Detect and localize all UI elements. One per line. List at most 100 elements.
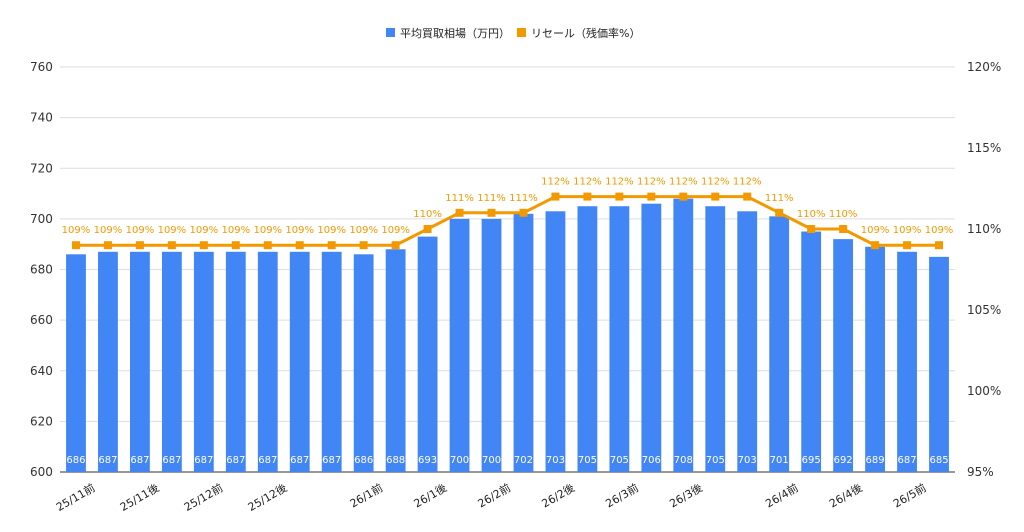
bar-value-label: 687	[130, 455, 149, 466]
line-point	[391, 241, 400, 250]
line-point-label: 109%	[222, 225, 251, 236]
legend-label-line: リセール（残価率%）	[531, 26, 640, 40]
x-axis-tick-label: 26/1前	[347, 480, 385, 510]
line-point	[167, 241, 176, 250]
line-series: 109% 109% 109% 109% 109% 109% 109% 109% 109% 109%…	[62, 177, 954, 250]
bar	[737, 211, 758, 472]
x-axis-tick-label: 26/2後	[539, 480, 577, 510]
bar	[929, 256, 949, 472]
bar-value-label: 692	[834, 455, 853, 466]
left-axis-tick-label: 600	[30, 465, 53, 479]
x-axis-tick-label: 26/4後	[827, 480, 865, 510]
bar-value-label: 687	[322, 455, 341, 466]
bar-value-label: 687	[898, 455, 917, 466]
x-axis-tick-label: 25/12前	[181, 480, 225, 513]
line-point	[903, 241, 912, 250]
line-point-label: 109%	[349, 225, 378, 236]
left-axis-tick-label: 640	[30, 364, 53, 378]
line-point	[807, 225, 816, 233]
right-axis-tick-label: 110%	[967, 222, 1001, 236]
bar-value-label: 687	[258, 455, 277, 466]
x-axis-tick-label: 26/3前	[603, 480, 641, 510]
line-point	[711, 192, 720, 201]
line-point-label: 109%	[925, 225, 954, 236]
line-point-label: 109%	[285, 225, 314, 236]
bar-value-label: 686	[66, 455, 85, 466]
legend-label-bar: 平均買取相場（万円）	[400, 27, 510, 40]
line-point	[231, 241, 240, 250]
x-axis-tick-label: 26/3後	[667, 480, 705, 510]
bar	[609, 206, 630, 472]
line-point-label: 109%	[190, 225, 219, 236]
x-axis-tick-label: 26/2前	[475, 480, 513, 510]
line-point	[871, 241, 880, 250]
bar-value-label: 705	[706, 455, 725, 466]
x-axis-ticks: 25/11前 25/11後 25/12前 25/12後 26/1前 26/1後 26/2前 2…	[53, 480, 928, 513]
line-point	[551, 192, 560, 201]
bar	[353, 254, 374, 472]
bar-value-label: 708	[674, 455, 693, 466]
line-point	[423, 225, 432, 233]
bar	[801, 231, 822, 472]
line-point-label: 110%	[829, 209, 858, 220]
line-point-label: 112%	[733, 177, 762, 188]
left-axis-tick-label: 700	[30, 212, 53, 226]
bar-value-label: 702	[514, 455, 533, 466]
line-point-label: 112%	[541, 177, 570, 188]
bar	[865, 246, 885, 472]
line-point	[615, 192, 624, 201]
left-axis-tick-label: 740	[30, 111, 53, 125]
line-point	[135, 241, 144, 250]
line-point	[519, 208, 528, 217]
bar	[769, 216, 790, 472]
line-point-label: 109%	[94, 225, 123, 236]
bar	[641, 203, 662, 472]
line-point-label: 112%	[701, 177, 730, 188]
left-axis-ticks: 600 620 640 660 680 700 720 740 760	[30, 60, 53, 479]
left-axis-tick-label: 720	[30, 161, 53, 175]
x-axis-tick-label: 26/1後	[411, 480, 449, 510]
bar-value-label: 706	[642, 455, 661, 466]
line-point-label: 112%	[573, 177, 602, 188]
bar	[449, 218, 470, 472]
right-axis-tick-label: 120%	[967, 60, 1001, 74]
right-axis-tick-label: 115%	[967, 141, 1001, 155]
left-axis-tick-label: 620	[30, 414, 53, 428]
bar	[577, 206, 598, 472]
line-point-label: 111%	[509, 193, 538, 204]
bar-value-label: 700	[482, 455, 501, 466]
line-point-label: 112%	[637, 177, 666, 188]
line-point-label: 112%	[605, 177, 634, 188]
resale-line	[75, 195, 940, 247]
bar	[225, 251, 246, 472]
bar-value-label: 705	[578, 455, 597, 466]
bar	[321, 251, 342, 472]
line-point-label: 110%	[797, 209, 826, 220]
bar-value-label: 703	[546, 455, 565, 466]
x-axis-tick-label: 25/11後	[117, 480, 161, 513]
line-point	[359, 241, 368, 250]
line-point	[839, 225, 848, 233]
line-point	[487, 208, 496, 217]
bar	[130, 251, 150, 472]
bar-value-label: 687	[162, 455, 181, 466]
bar-series: 686 687 687 687 687 687 687 687 687 686 688 693 700 7…	[66, 198, 949, 472]
line-point-label: 109%	[381, 225, 410, 236]
left-axis-tick-label: 760	[30, 60, 53, 74]
line-point-label: 112%	[669, 177, 698, 188]
line-point	[647, 192, 656, 201]
line-point	[679, 192, 688, 201]
line-point	[775, 208, 784, 217]
line-point-label: 109%	[893, 225, 922, 236]
bar-value-label: 695	[802, 455, 821, 466]
legend: 平均買取相場（万円） リセール（残価率%）	[386, 26, 640, 40]
bar-value-label: 686	[354, 455, 373, 466]
bar-value-label: 701	[770, 455, 789, 466]
bar-value-label: 703	[738, 455, 757, 466]
line-point	[455, 208, 464, 217]
bar-value-label: 687	[290, 455, 309, 466]
line-point	[71, 241, 80, 250]
left-axis-tick-label: 680	[30, 263, 53, 277]
